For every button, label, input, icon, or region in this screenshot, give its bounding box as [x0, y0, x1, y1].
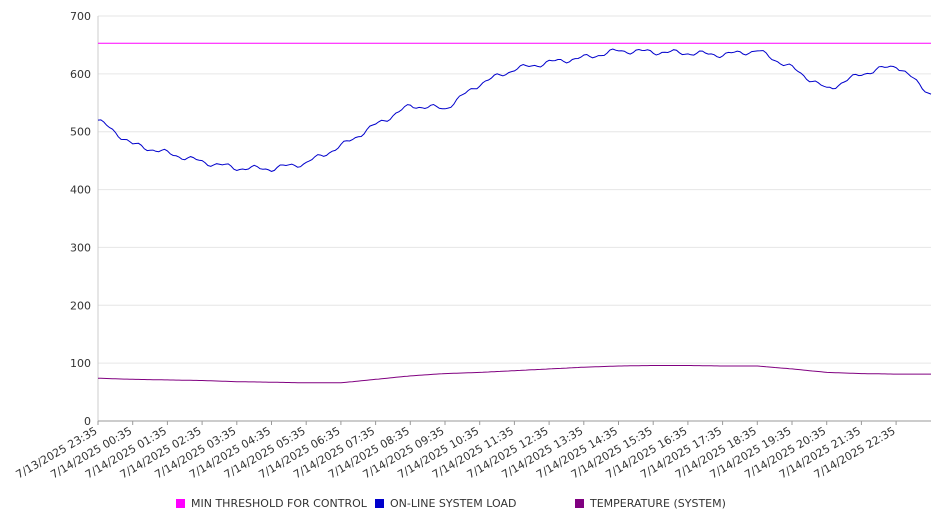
temperature-line	[97, 365, 931, 384]
legend-label-temperature: TEMPERATURE (SYSTEM)	[590, 497, 726, 510]
legend-swatch-threshold	[176, 499, 185, 508]
y-tick-label: 100	[70, 357, 91, 370]
legend-swatch-temperature	[575, 499, 584, 508]
y-tick-label: 200	[70, 299, 91, 312]
legend-item-system-load[interactable]: ON-LINE SYSTEM LOAD	[375, 497, 516, 510]
legend-label-system-load: ON-LINE SYSTEM LOAD	[390, 497, 517, 510]
legend-item-temperature[interactable]: TEMPERATURE (SYSTEM)	[575, 497, 726, 510]
legend-swatch-system-load	[375, 499, 384, 508]
y-tick-label: 300	[70, 241, 91, 254]
series-lines	[97, 42, 932, 384]
y-tick-label: 500	[70, 126, 91, 139]
y-tick-label: 700	[70, 10, 91, 23]
system-load-line	[97, 48, 932, 172]
y-tick-label: 600	[70, 68, 91, 81]
x-axis-ticks: 7/13/2025 23:357/14/2025 00:357/14/2025 …	[14, 421, 898, 481]
legend: MIN THRESHOLD FOR CONTROL ON-LINE SYSTEM…	[0, 497, 946, 515]
y-tick-label: 400	[70, 184, 91, 197]
y-tick-label: 0	[84, 415, 91, 428]
grid-lines	[98, 15, 931, 364]
axes	[97, 16, 931, 422]
y-axis-ticks: 0 100 200 300 400 500 600 700	[70, 10, 91, 428]
line-chart: 0 100 200 300 400 500 600 700 7/13/2025 23:357/…	[14, 10, 932, 481]
legend-label-threshold: MIN THRESHOLD FOR CONTROL	[191, 497, 367, 510]
legend-item-threshold[interactable]: MIN THRESHOLD FOR CONTROL	[176, 497, 367, 510]
